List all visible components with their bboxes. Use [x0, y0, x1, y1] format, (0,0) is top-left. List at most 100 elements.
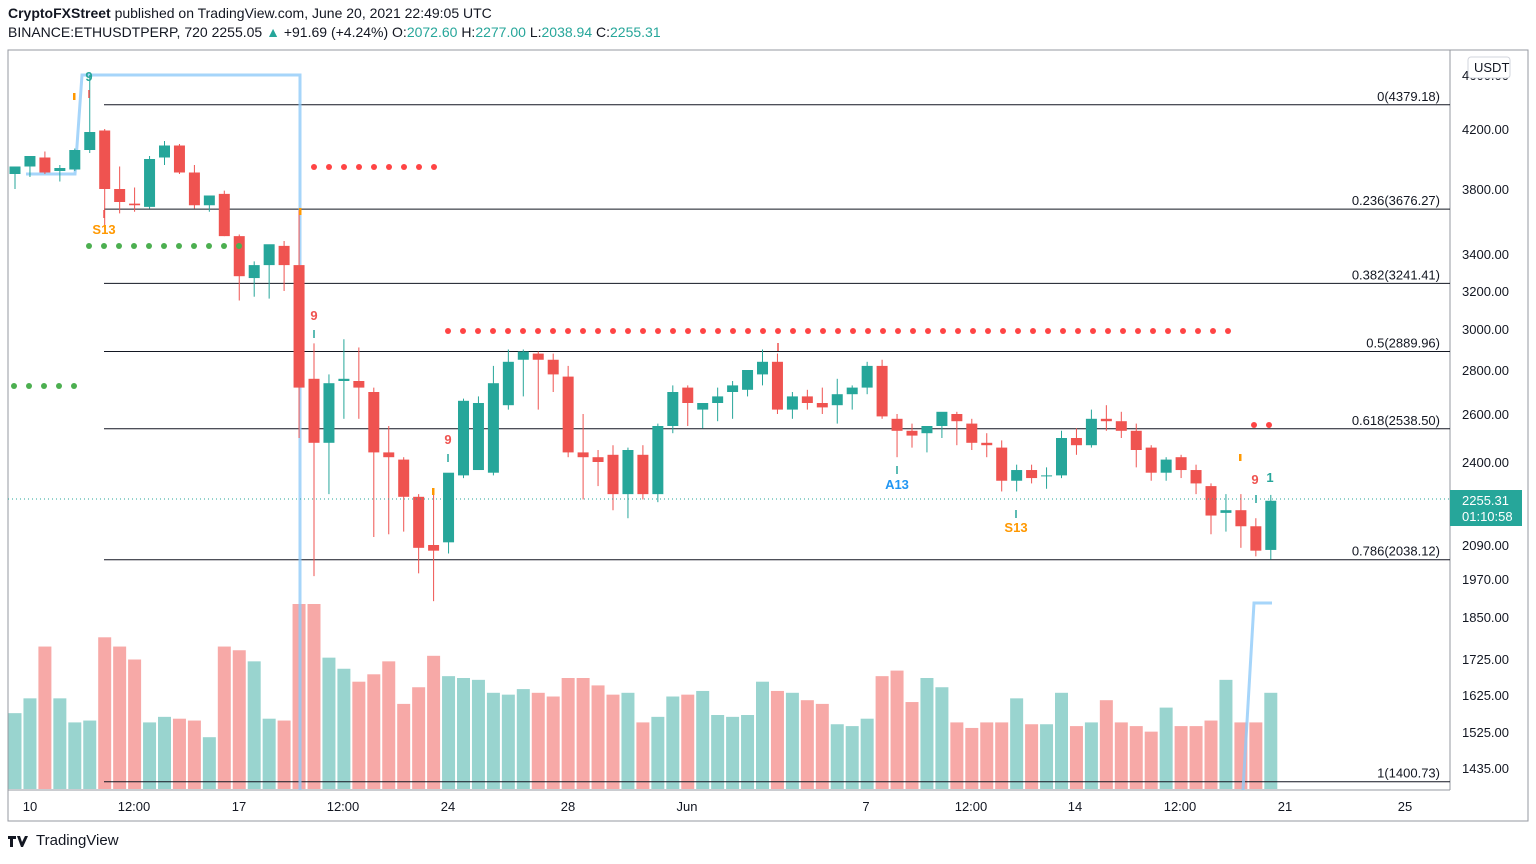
- resistance-dot: [1225, 328, 1231, 334]
- volume-bar: [875, 676, 889, 789]
- candle-body: [607, 454, 619, 495]
- resistance-dot: [685, 328, 691, 334]
- support-dot: [56, 383, 62, 389]
- volume-bar: [1084, 722, 1098, 789]
- candle-body: [816, 403, 828, 408]
- candle-body: [861, 365, 873, 388]
- volume-bar: [113, 646, 127, 789]
- candle-body: [54, 168, 66, 171]
- candle-body: [413, 496, 425, 548]
- resistance-dot: [640, 328, 646, 334]
- candle-body: [9, 166, 21, 174]
- volume-bar: [1010, 698, 1024, 789]
- resistance-dot: [835, 328, 841, 334]
- volume-bar: [1249, 722, 1263, 789]
- resistance-dot: [715, 328, 721, 334]
- volume-bar: [23, 698, 37, 789]
- volume-bar: [307, 604, 321, 789]
- volume-bar: [471, 679, 485, 789]
- volume-bar: [576, 678, 590, 789]
- candle-body: [1205, 486, 1217, 516]
- candle-body: [921, 426, 933, 434]
- high-value: 2277.00: [475, 24, 526, 40]
- volume-bar: [367, 674, 381, 789]
- fib-level-label: 1(1400.73): [1377, 766, 1440, 781]
- candle-body: [517, 351, 529, 360]
- volume-bar: [1204, 720, 1218, 789]
- candle-body: [308, 378, 320, 443]
- volume-bar: [711, 715, 725, 789]
- resistance-dot: [955, 328, 961, 334]
- fib-level-label: 0.382(3241.41): [1352, 267, 1440, 282]
- td-count-label: A13: [885, 477, 909, 492]
- open-value: 2072.60: [406, 24, 458, 40]
- td-range-line: [1241, 601, 1272, 791]
- td-count-label: 9: [1251, 472, 1258, 487]
- publisher-name[interactable]: CryptoFXStreet: [8, 5, 111, 21]
- resistance-dot: [970, 328, 976, 334]
- volume-bar: [83, 720, 97, 789]
- tradingview-logo[interactable]: TradingView: [8, 832, 119, 849]
- volume-bar: [860, 718, 874, 789]
- resistance-dot: [311, 164, 317, 170]
- resistance-dot: [670, 328, 676, 334]
- td-count-label: 9: [310, 308, 317, 323]
- volume-bar: [756, 681, 769, 789]
- support-dot: [41, 383, 47, 389]
- candle-body: [742, 370, 754, 390]
- resistance-dot: [925, 328, 931, 334]
- candle-body: [428, 545, 440, 551]
- y-tick-label: 2090.00: [1462, 538, 1509, 553]
- y-tick-label: 2800.00: [1462, 363, 1509, 378]
- resistance-dot: [550, 328, 556, 334]
- candle-body: [1250, 526, 1262, 551]
- resistance-dot: [865, 328, 871, 334]
- candle-body: [84, 132, 96, 150]
- low-value: 2038.94: [541, 24, 593, 40]
- candle-body: [383, 452, 395, 458]
- volume-bar: [651, 716, 665, 789]
- countdown-label: 01:10:58: [1462, 509, 1513, 524]
- td-count-label: S13: [92, 222, 115, 237]
- resistance-dot: [371, 164, 377, 170]
- fib-level-label: 0.618(2538.50): [1352, 413, 1440, 428]
- volume-bar: [980, 722, 994, 789]
- resistance-dot: [1030, 328, 1036, 334]
- td-setup-icon: [299, 208, 302, 215]
- volume-bar: [681, 694, 695, 789]
- candle-body: [712, 396, 724, 403]
- candle-body: [532, 353, 544, 360]
- ohlc-legend: BINANCE:ETHUSDTPERP, 720 2255.05 ▲ +91.6…: [8, 24, 661, 40]
- candle-body: [771, 361, 783, 410]
- candle-body: [1175, 457, 1187, 471]
- close-label: C:: [596, 24, 610, 40]
- change-value: +91.69 (+4.24%): [283, 24, 389, 40]
- resistance-dot: [760, 328, 766, 334]
- volume-bar: [531, 692, 545, 789]
- volume-bar: [1114, 722, 1128, 789]
- candle-body: [263, 244, 275, 266]
- close-value: 2255.31: [610, 24, 661, 40]
- candle-body: [458, 400, 469, 476]
- candle-body: [562, 376, 574, 453]
- resistance-dot: [985, 328, 991, 334]
- resistance-dot: [595, 328, 601, 334]
- resistance-dot: [850, 328, 856, 334]
- y-tick-label: 3800.00: [1462, 182, 1509, 197]
- support-dot: [161, 243, 167, 249]
- candle-body: [233, 236, 245, 277]
- resistance-dot: [700, 328, 706, 334]
- resistance-dot: [1015, 328, 1021, 334]
- x-tick-label: 28: [561, 799, 575, 814]
- resistance-dot: [445, 328, 451, 334]
- resistance-dot: [790, 328, 796, 334]
- volume-bar: [1040, 724, 1054, 789]
- candle-body: [996, 447, 1008, 481]
- resistance-dot: [1060, 328, 1066, 334]
- resistance-dot: [475, 328, 481, 334]
- x-tick-label: 7: [862, 799, 869, 814]
- resistance-dot: [820, 328, 826, 334]
- support-dot: [221, 243, 227, 249]
- candle-body: [1056, 438, 1067, 476]
